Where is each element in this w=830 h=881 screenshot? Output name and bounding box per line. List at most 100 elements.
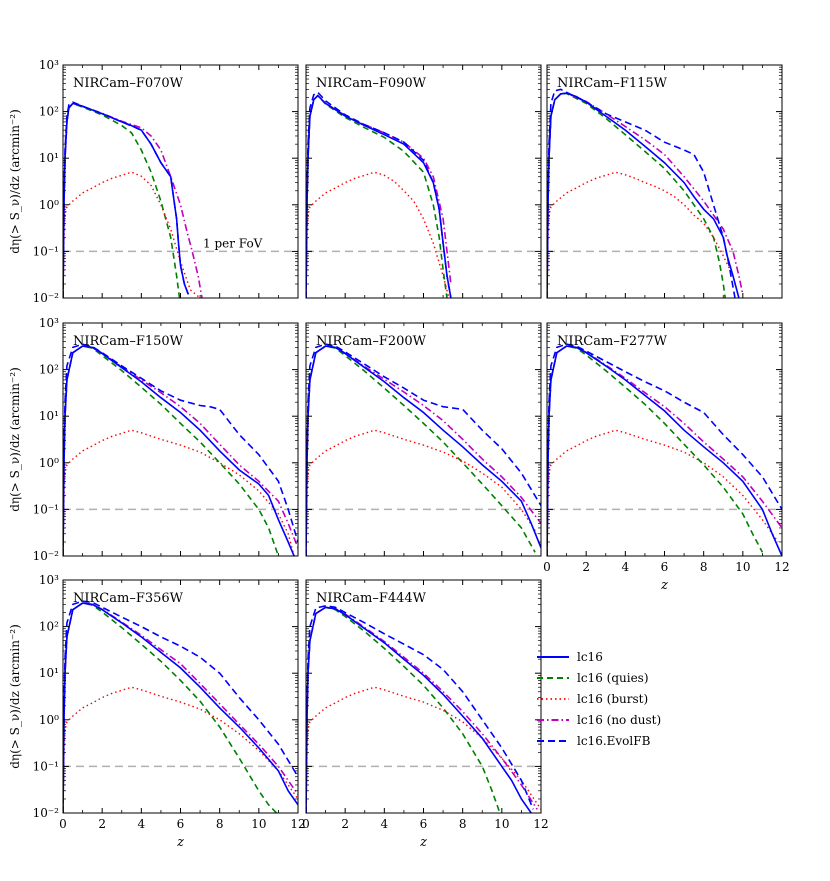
x-tick-label: 0 (543, 560, 551, 574)
series-quies (306, 606, 501, 813)
series-evol (306, 91, 452, 298)
panel-title: NIRCam–F356W (73, 591, 184, 606)
series-quies (547, 345, 764, 556)
x-tick-label: 4 (381, 817, 389, 831)
series-evol (63, 343, 298, 556)
y-tick-label: 10⁰ (39, 713, 59, 727)
series-nodust (306, 606, 538, 813)
x-axis-label: z (660, 578, 668, 593)
panel-7: 0 2 4 6 8 10 12 10⁻² 10⁻¹ 10⁰ 10¹ 10² 10³ NIRCam–F356… (8, 573, 306, 850)
y-tick-label: 10⁻¹ (33, 244, 59, 258)
legend-label-nodust: lc16 (no dust) (577, 713, 661, 727)
plot-frame (305, 64, 542, 299)
legend-label-lc16: lc16 (577, 650, 603, 664)
x-tick-label: 10 (494, 817, 509, 831)
plot-frame (305, 322, 542, 557)
series-evol (306, 343, 541, 556)
panel-title: NIRCam–F090W (316, 76, 427, 91)
y-tick-label: 10⁻¹ (33, 759, 59, 773)
y-tick-label: 10³ (39, 58, 59, 72)
series-quies (63, 345, 280, 556)
y-tick-label: 10⁻¹ (33, 502, 59, 516)
series-evol (547, 343, 782, 556)
panel-title: NIRCam–F200W (316, 334, 427, 349)
series-burst (547, 171, 740, 298)
series-nodust (547, 345, 782, 556)
x-tick-label: 12 (533, 817, 548, 831)
x-axis-label: z (419, 835, 427, 850)
x-tick-label: 8 (459, 817, 467, 831)
x-tick-label: 10 (735, 560, 750, 574)
series-lc16 (63, 102, 190, 298)
series-evol (306, 604, 534, 813)
panel-title: NIRCam–F150W (73, 334, 184, 349)
plot-frame (546, 322, 783, 557)
x-tick-label: 12 (290, 817, 305, 831)
x-tick-label: 2 (582, 560, 590, 574)
series-burst (306, 171, 450, 298)
y-tick-label: 10⁻² (33, 291, 60, 305)
panel-8: 0 2 4 6 8 10 12 NIRCam–F444W z (302, 579, 549, 850)
x-tick-label: 0 (59, 817, 67, 831)
y-tick-label: 10¹ (39, 666, 59, 680)
x-axis-label: z (176, 835, 184, 850)
series-evol (547, 88, 736, 298)
y-tick-label: 10¹ (39, 409, 59, 423)
series-burst (63, 171, 201, 298)
y-axis-label: dη(> S_ν)/dz (arcmin⁻²) (8, 109, 22, 254)
legend-label-burst: lc16 (burst) (577, 692, 648, 706)
reference-line-label: 1 per FoV (203, 236, 263, 250)
x-tick-label: 2 (98, 817, 106, 831)
series-nodust (547, 92, 744, 298)
y-tick-label: 10³ (39, 316, 59, 330)
panel-title: NIRCam–F444W (316, 591, 427, 606)
panel-3: NIRCam–F115W (546, 64, 783, 299)
x-tick-label: 4 (622, 560, 630, 574)
series-lc16 (63, 602, 298, 813)
series-burst (63, 686, 298, 813)
series-lc16 (306, 345, 541, 556)
series-evol (63, 101, 190, 298)
y-tick-label: 10⁰ (39, 198, 59, 212)
legend: lc16 lc16 (quies) lc16 (burst) lc16 (no dus… (537, 650, 661, 748)
plot-frame (62, 579, 299, 814)
y-tick-label: 10³ (39, 573, 59, 587)
y-tick-label: 10⁰ (39, 456, 59, 470)
series-burst (306, 686, 541, 813)
y-tick-label: 10² (39, 620, 59, 634)
series-nodust (306, 345, 541, 556)
panel-6: 0 2 4 6 8 10 12 NIRCam–F277W z (543, 322, 790, 593)
panel-title: NIRCam–F115W (557, 76, 668, 91)
panel-title: NIRCam–F277W (557, 334, 668, 349)
series-nodust (63, 602, 298, 813)
x-tick-label: 6 (420, 817, 428, 831)
y-tick-label: 10¹ (39, 151, 59, 165)
panel-1: 10⁻² 10⁻¹ 10⁰ 10¹ 10² 10³ NIRCam–F070W 1 per Fo… (8, 58, 299, 305)
y-tick-label: 10² (39, 105, 59, 119)
x-tick-label: 0 (302, 817, 310, 831)
panel-2: NIRCam–F090W (305, 64, 542, 299)
legend-label-evol: lc16.EvolFB (577, 734, 651, 748)
series-lc16 (306, 94, 452, 298)
x-tick-label: 10 (251, 817, 266, 831)
x-tick-label: 4 (138, 817, 146, 831)
series-quies (63, 102, 181, 298)
series-nodust (63, 345, 298, 556)
series-lc16 (547, 345, 782, 556)
panel-4: 10⁻² 10⁻¹ 10⁰ 10¹ 10² 10³ NIRCam–F150W dη(> S_ν… (8, 316, 299, 563)
y-axis-label: dη(> S_ν)/dz (arcmin⁻²) (8, 367, 22, 512)
panel-title: NIRCam–F070W (73, 76, 184, 91)
series-quies (63, 602, 278, 813)
x-tick-label: 8 (700, 560, 708, 574)
x-tick-label: 12 (774, 560, 789, 574)
x-tick-label: 8 (216, 817, 224, 831)
y-axis-label: dη(> S_ν)/dz (arcmin⁻²) (8, 624, 22, 769)
series-lc16 (306, 606, 532, 813)
series-burst (547, 429, 779, 556)
x-tick-label: 6 (661, 560, 669, 574)
series-evol (63, 600, 298, 813)
series-lc16 (63, 345, 295, 556)
series-lc16 (547, 92, 740, 298)
series-burst (63, 429, 295, 556)
